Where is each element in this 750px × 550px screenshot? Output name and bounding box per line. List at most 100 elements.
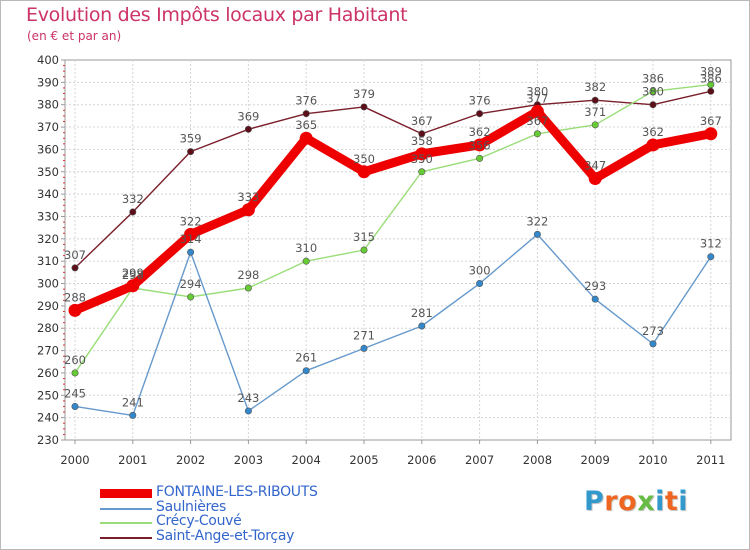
data-label-saint-ange-et-tor-ay: 369 bbox=[237, 109, 259, 123]
y-tick-label: 270 bbox=[37, 344, 59, 358]
data-label-saint-ange-et-tor-ay: 359 bbox=[180, 132, 202, 146]
y-tick-label: 240 bbox=[37, 411, 59, 425]
data-label-fontaine-les-ribouts: 299 bbox=[122, 266, 144, 280]
logo-letter: i bbox=[678, 486, 689, 517]
y-tick-label: 300 bbox=[37, 277, 59, 291]
data-label-cr-cy-couv: 386 bbox=[642, 71, 664, 85]
data-point-cr-cy-couv bbox=[533, 130, 541, 138]
data-point-saulni-res bbox=[129, 411, 137, 419]
data-point-fontaine-les-ribouts bbox=[704, 127, 718, 141]
gridlines bbox=[65, 60, 731, 440]
data-point-cr-cy-couv bbox=[476, 154, 484, 162]
data-label-saint-ange-et-tor-ay: 382 bbox=[584, 80, 606, 94]
data-point-saint-ange-et-tor-ay bbox=[591, 96, 599, 104]
data-label-cr-cy-couv: 310 bbox=[295, 241, 317, 255]
logo-letter: r bbox=[604, 486, 619, 517]
data-label-saulni-res: 245 bbox=[64, 386, 86, 400]
y-tick-label: 290 bbox=[37, 299, 59, 313]
series-line-fontaine-les-ribouts bbox=[70, 106, 716, 315]
y-tick-label: 360 bbox=[37, 142, 59, 156]
data-point-saint-ange-et-tor-ay bbox=[707, 87, 715, 95]
data-label-saulni-res: 312 bbox=[700, 237, 722, 251]
data-label-saulni-res: 243 bbox=[237, 391, 259, 405]
proxiti-logo: Proxiti bbox=[584, 486, 688, 517]
data-label-cr-cy-couv: 367 bbox=[526, 114, 548, 128]
data-label-saint-ange-et-tor-ay: 332 bbox=[122, 192, 144, 206]
data-label-saint-ange-et-tor-ay: 376 bbox=[469, 94, 491, 108]
data-label-saulni-res: 281 bbox=[411, 306, 433, 320]
line-chart: 230 240 250 260 270 280 290 300 310 320 330 340 350 3… bbox=[37, 53, 732, 467]
data-point-saint-ange-et-tor-ay bbox=[360, 103, 368, 111]
data-point-cr-cy-couv bbox=[187, 293, 195, 301]
x-tick-label: 2005 bbox=[349, 453, 378, 467]
legend-label: Saulnières bbox=[156, 499, 226, 515]
data-label-saulni-res: 300 bbox=[469, 264, 491, 278]
chart-title: Evolution des Impôts locaux par Habitant bbox=[26, 4, 408, 26]
data-label-saint-ange-et-tor-ay: 376 bbox=[295, 94, 317, 108]
data-point-cr-cy-couv bbox=[244, 284, 252, 292]
x-tick-label: 2008 bbox=[523, 453, 552, 467]
y-tick-label: 330 bbox=[37, 209, 59, 223]
data-point-saint-ange-et-tor-ay bbox=[244, 125, 252, 133]
y-tick-label: 260 bbox=[37, 366, 59, 380]
data-label-saint-ange-et-tor-ay: 307 bbox=[64, 248, 86, 262]
data-point-cr-cy-couv bbox=[591, 121, 599, 129]
data-point-saint-ange-et-tor-ay bbox=[302, 110, 310, 118]
legend-label: Saint-Ange-et-Torçay bbox=[156, 528, 295, 544]
data-label-saulni-res: 293 bbox=[584, 279, 606, 293]
data-point-saulni-res bbox=[649, 340, 657, 348]
data-point-fontaine-les-ribouts bbox=[241, 203, 255, 217]
data-point-saint-ange-et-tor-ay bbox=[187, 148, 195, 156]
data-point-fontaine-les-ribouts bbox=[473, 138, 487, 152]
logo-letter: x bbox=[637, 486, 656, 517]
x-axis: 2000 2001 2002 2003 2004 2005 2006 2007 2008 2009… bbox=[60, 440, 725, 467]
data-point-saint-ange-et-tor-ay bbox=[418, 130, 426, 138]
legend-swatch bbox=[100, 522, 152, 524]
data-label-saint-ange-et-tor-ay: 367 bbox=[411, 114, 433, 128]
y-tick-label: 340 bbox=[37, 187, 59, 201]
y-tick-label: 400 bbox=[37, 53, 59, 67]
data-point-saulni-res bbox=[360, 344, 368, 352]
y-tick-label: 370 bbox=[37, 120, 59, 134]
legend-label: FONTAINE-LES-RIBOUTS bbox=[156, 484, 318, 500]
data-label-fontaine-les-ribouts: 358 bbox=[411, 134, 433, 148]
data-label-fontaine-les-ribouts: 365 bbox=[295, 118, 317, 132]
data-point-cr-cy-couv bbox=[71, 369, 79, 377]
data-point-cr-cy-couv bbox=[418, 168, 426, 176]
data-label-cr-cy-couv: 371 bbox=[584, 105, 606, 119]
data-point-saint-ange-et-tor-ay bbox=[71, 264, 79, 272]
x-tick-label: 2001 bbox=[118, 453, 147, 467]
data-label-fontaine-les-ribouts: 367 bbox=[700, 114, 722, 128]
x-tick-label: 2011 bbox=[696, 453, 725, 467]
data-point-saulni-res bbox=[707, 253, 715, 261]
data-point-cr-cy-couv bbox=[649, 87, 657, 95]
y-tick-label: 310 bbox=[37, 254, 59, 268]
data-label-saulni-res: 261 bbox=[295, 351, 317, 365]
logo-letter: o bbox=[618, 486, 638, 517]
data-label-cr-cy-couv: 356 bbox=[469, 138, 491, 152]
data-label-saint-ange-et-tor-ay: 386 bbox=[700, 71, 722, 85]
y-tick-label: 320 bbox=[37, 232, 59, 246]
data-label-fontaine-les-ribouts: 350 bbox=[353, 152, 375, 166]
x-tick-label: 2010 bbox=[638, 453, 667, 467]
x-tick-label: 2007 bbox=[465, 453, 494, 467]
x-tick-label: 2004 bbox=[292, 453, 321, 467]
y-tick-label: 350 bbox=[37, 165, 59, 179]
data-label-fontaine-les-ribouts: 377 bbox=[526, 91, 548, 105]
data-label-fontaine-les-ribouts: 333 bbox=[237, 190, 259, 204]
data-label-cr-cy-couv: 350 bbox=[411, 152, 433, 166]
data-label-saint-ange-et-tor-ay: 380 bbox=[526, 85, 548, 99]
data-label-saulni-res: 322 bbox=[526, 214, 548, 228]
data-point-fontaine-les-ribouts bbox=[184, 227, 198, 241]
data-label-saint-ange-et-tor-ay: 379 bbox=[353, 87, 375, 101]
data-point-fontaine-les-ribouts bbox=[530, 104, 544, 118]
logo-letter: i bbox=[655, 486, 665, 517]
data-point-saint-ange-et-tor-ay bbox=[129, 208, 137, 216]
data-point-saulni-res bbox=[71, 402, 79, 410]
y-tick-label: 390 bbox=[37, 75, 59, 89]
y-tick-label: 250 bbox=[37, 388, 59, 402]
data-label-saulni-res: 241 bbox=[122, 395, 144, 409]
plot-area bbox=[64, 59, 732, 441]
data-label-cr-cy-couv: 298 bbox=[122, 268, 144, 282]
